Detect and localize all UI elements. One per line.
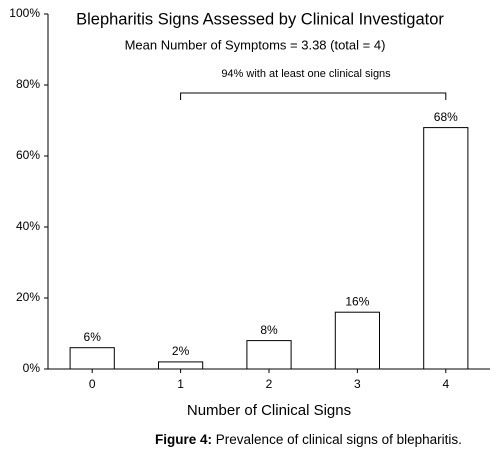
x-tick-label: 3 bbox=[354, 377, 361, 391]
chart-title: Blepharitis Signs Assessed by Clinical I… bbox=[76, 10, 444, 28]
x-axis-label: Number of Clinical Signs bbox=[187, 402, 351, 419]
bar bbox=[69, 347, 115, 370]
x-tick-label: 1 bbox=[177, 377, 184, 391]
value-label: 68% bbox=[434, 110, 458, 124]
bar bbox=[158, 361, 204, 370]
bar bbox=[334, 311, 380, 370]
bar bbox=[423, 127, 469, 370]
caption-text: Prevalence of clinical signs of blephari… bbox=[216, 432, 462, 447]
y-tick-label: 100% bbox=[9, 6, 40, 20]
y-tick-label: 0% bbox=[23, 361, 41, 375]
x-tick-label: 4 bbox=[442, 377, 449, 391]
x-tick-label: 0 bbox=[89, 377, 96, 391]
bracket bbox=[180, 92, 447, 100]
y-tick-label: 80% bbox=[16, 77, 40, 91]
chart-subtitle: Mean Number of Symptoms = 3.38 (total = … bbox=[125, 37, 386, 52]
value-label: 6% bbox=[84, 330, 102, 344]
value-label: 8% bbox=[260, 323, 278, 337]
value-label: 2% bbox=[172, 344, 190, 358]
value-label: 16% bbox=[345, 294, 369, 308]
y-tick-label: 60% bbox=[16, 148, 40, 162]
caption-label: Figure 4: bbox=[155, 432, 212, 447]
annotation: 94% with at least one clinical signs bbox=[221, 68, 391, 80]
y-tick-label: 20% bbox=[16, 290, 40, 304]
y-tick-label: 40% bbox=[16, 219, 40, 233]
x-tick-label: 2 bbox=[266, 377, 273, 391]
bar bbox=[246, 340, 292, 370]
caption: Figure 4: Prevalence of clinical signs o… bbox=[155, 432, 462, 447]
